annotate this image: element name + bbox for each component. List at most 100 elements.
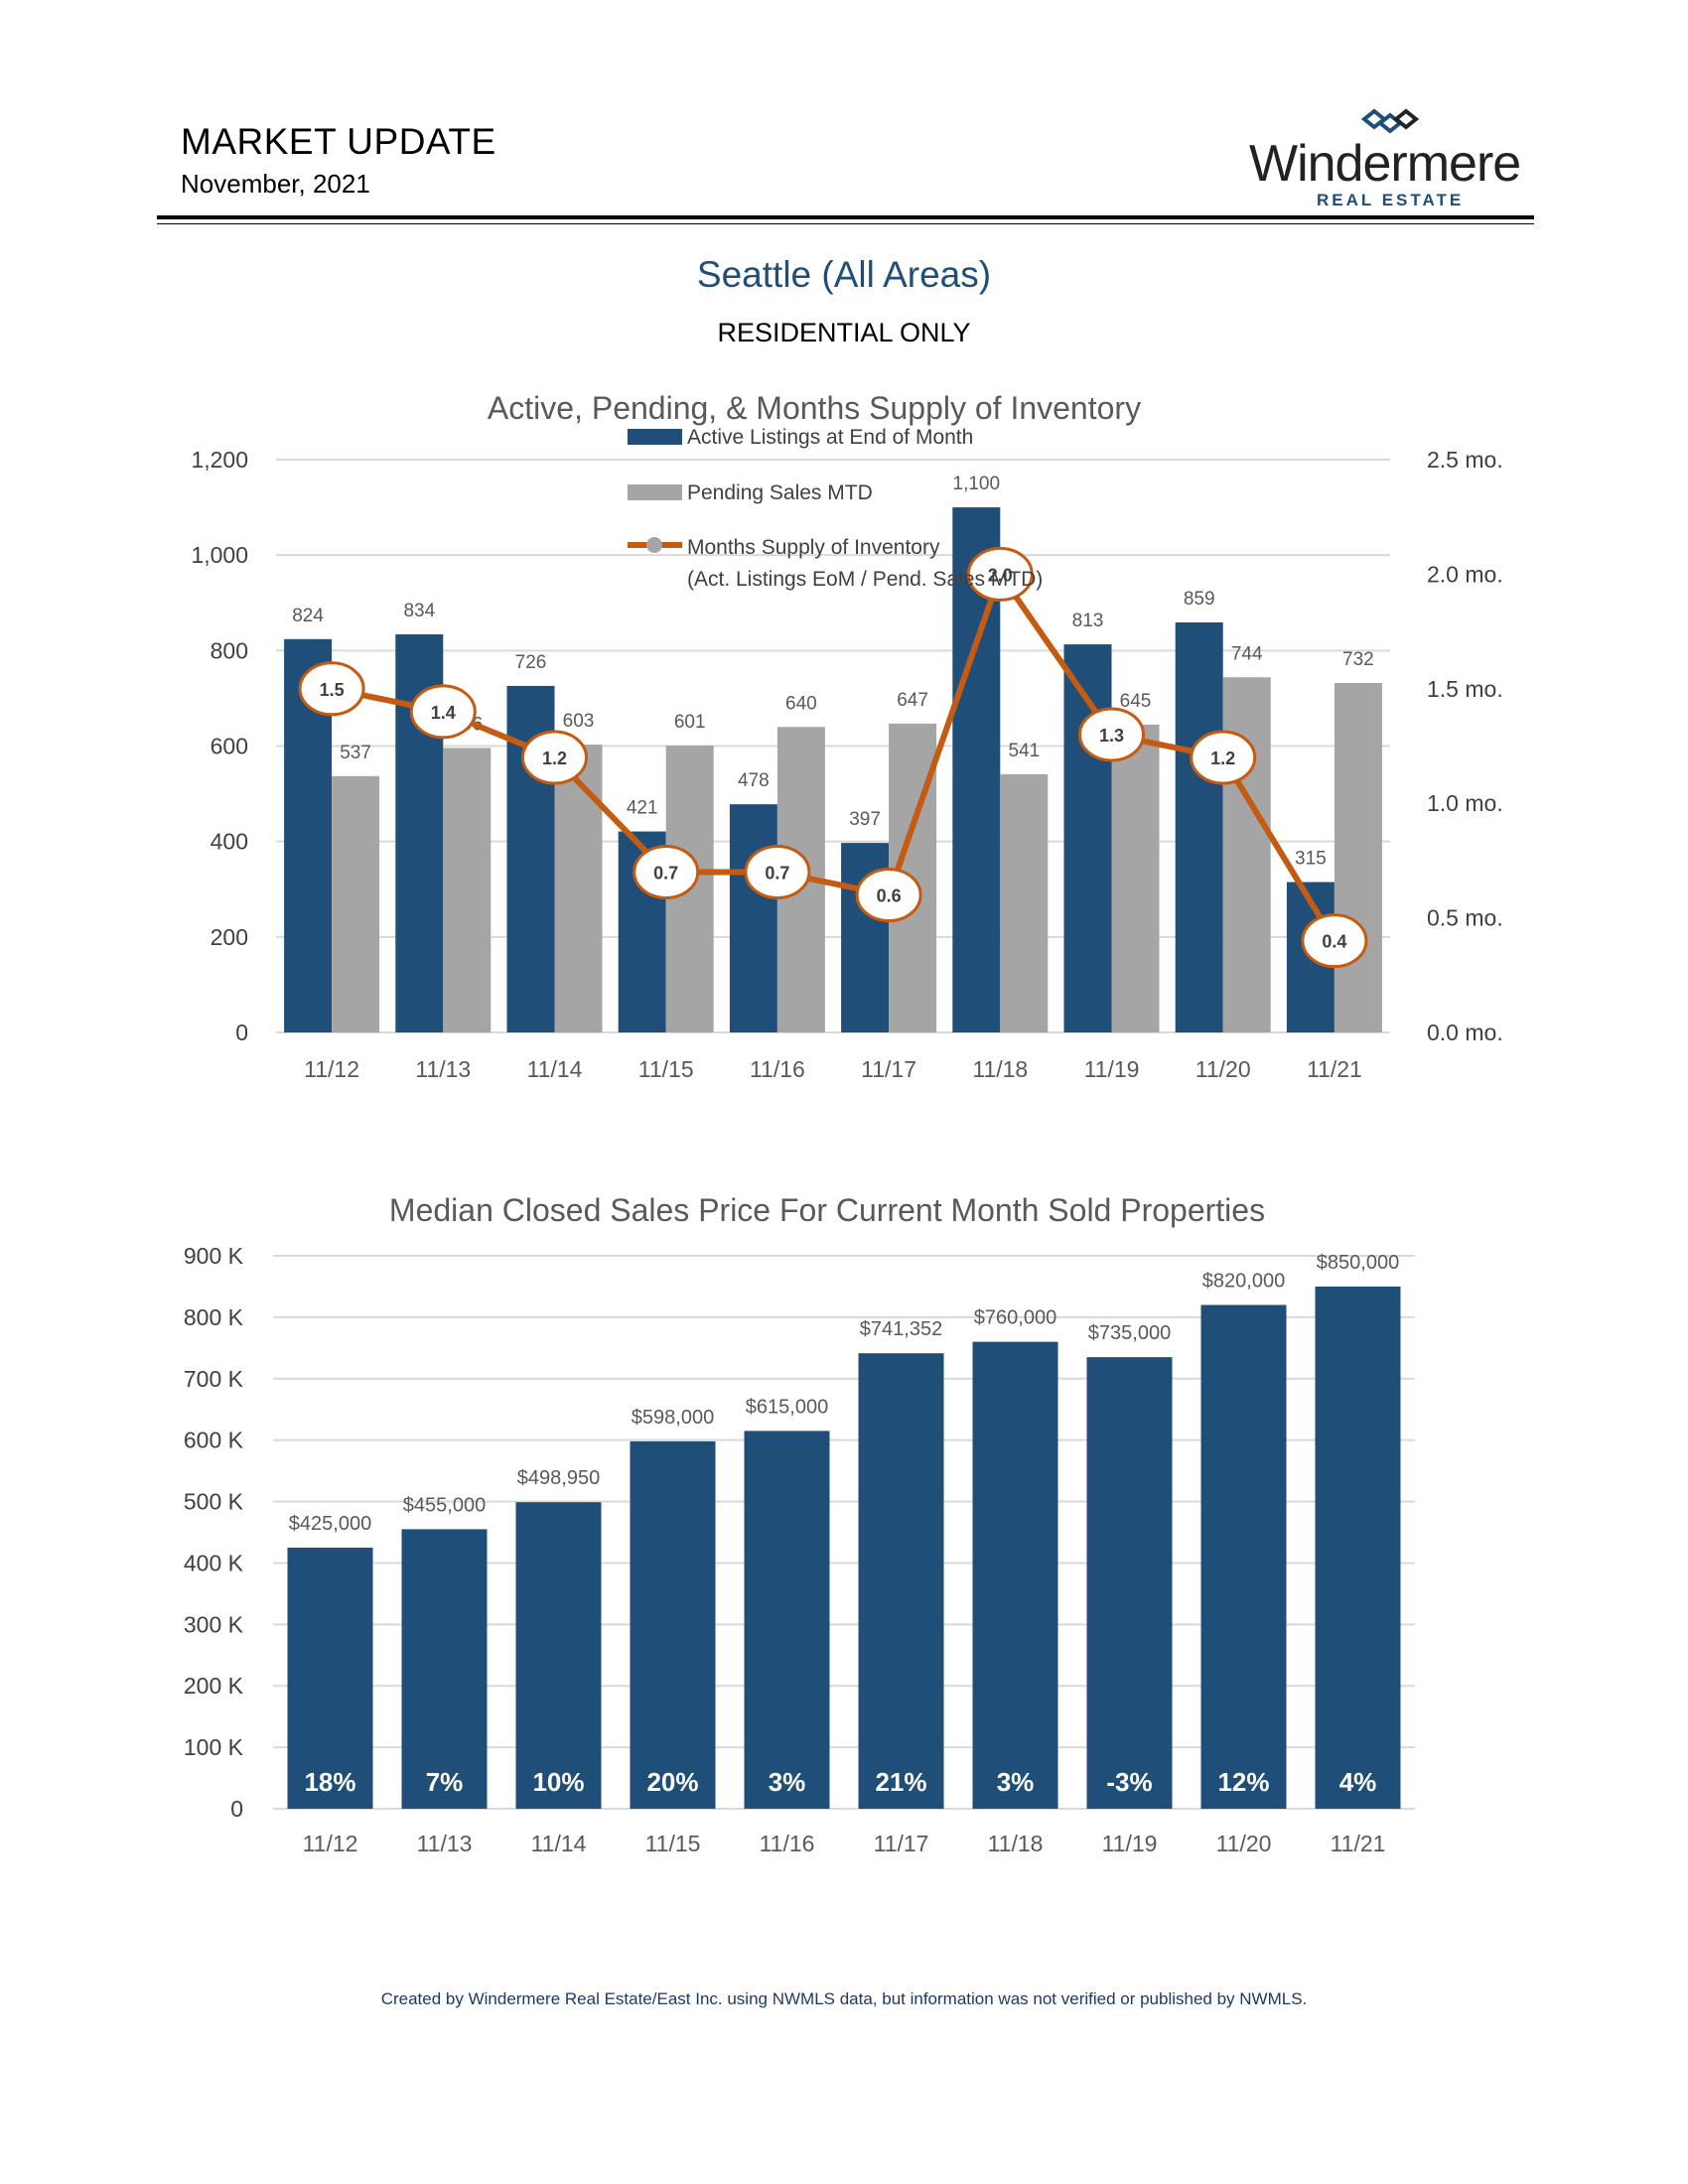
median-price-chart: Median Closed Sales Price For Current Mo… xyxy=(184,1192,1415,1856)
median-price-chart-y-axis: 0 100 K 200 K 300 K 400 K 500 K 600 K 700 K 800 … xyxy=(184,1243,244,1822)
pending-sales-bar xyxy=(1334,683,1382,1032)
median-price-data-label: $455,000 xyxy=(403,1494,486,1516)
median-price-data-label: $741,352 xyxy=(860,1318,942,1340)
active-listings-data-label: 813 xyxy=(1072,611,1104,631)
median-price-chart-bars: $425,000 18% $455,000 7% $498,950 10% $598,000… xyxy=(287,1252,1401,1809)
y-tick-label: 800 K xyxy=(184,1304,244,1330)
x-tick-label: 11/21 xyxy=(1331,1831,1386,1856)
x-tick-label: 11/12 xyxy=(304,1056,359,1082)
inventory-chart-title: Active, Pending, & Months Supply of Inve… xyxy=(488,390,1141,426)
x-tick-label: 11/12 xyxy=(303,1831,358,1856)
months-supply-data-label: 1.5 xyxy=(320,680,345,700)
active-listings-data-label: 397 xyxy=(849,809,881,830)
y-tick-label: 500 K xyxy=(184,1489,244,1515)
x-tick-label: 11/21 xyxy=(1307,1056,1362,1082)
median-price-chart-title: Median Closed Sales Price For Current Mo… xyxy=(389,1192,1265,1228)
y-tick-label: 0 xyxy=(230,1796,243,1822)
inventory-chart-y-right-axis: 0.0 mo. 0.5 mo. 1.0 mo. 1.5 mo. 2.0 mo. 2.5 m… xyxy=(1427,447,1503,1045)
active-listings-bar xyxy=(1175,621,1223,1032)
yoy-change-label: 20% xyxy=(646,1767,698,1797)
inventory-chart-supply-line: 1.5 1.4 1.2 0.7 0.7 0.6 2.0 1.3 1.2 0.4 xyxy=(298,546,1368,969)
yoy-change-label: 7% xyxy=(426,1767,464,1797)
logo-subtitle: REAL ESTATE xyxy=(1317,191,1465,209)
months-supply-marker xyxy=(744,844,811,899)
pending-sales-data-label: 744 xyxy=(1231,643,1263,664)
inventory-chart-x-axis: 11/12 11/13 11/14 11/15 11/16 11/17 11/18 11/19… xyxy=(304,1056,1362,1082)
y-right-tick-label: 2.0 mo. xyxy=(1427,561,1503,587)
months-supply-marker xyxy=(966,546,1034,602)
median-price-bar xyxy=(858,1353,944,1809)
pending-sales-data-label: 647 xyxy=(897,690,928,711)
pending-sales-data-label: 537 xyxy=(340,743,371,763)
yoy-change-label: 4% xyxy=(1339,1767,1377,1797)
legend-swatch-active xyxy=(628,429,682,445)
yoy-change-label: 3% xyxy=(769,1767,806,1797)
pending-sales-data-label: 640 xyxy=(785,693,817,714)
x-tick-label: 11/13 xyxy=(417,1831,473,1856)
median-price-bar xyxy=(515,1502,602,1809)
pending-sales-data-label: 645 xyxy=(1120,691,1152,712)
legend-label-supply-formula: (Act. Listings EoM / Pend. Sales MTD) xyxy=(687,568,1043,591)
months-supply-marker xyxy=(409,684,477,740)
y-tick-label: 700 K xyxy=(184,1366,244,1392)
active-listings-data-label: 834 xyxy=(403,601,435,621)
x-tick-label: 11/19 xyxy=(1102,1831,1158,1856)
y-right-tick-label: 0.0 mo. xyxy=(1427,1020,1503,1045)
median-price-chart-x-axis: 11/12 11/13 11/14 11/15 11/16 11/17 11/18 11/19… xyxy=(303,1831,1386,1856)
y-left-tick-label: 200 xyxy=(211,924,248,950)
median-price-data-label: $498,950 xyxy=(517,1467,600,1489)
yoy-change-label: 10% xyxy=(532,1767,584,1797)
median-price-data-label: $598,000 xyxy=(632,1407,714,1429)
y-tick-label: 900 K xyxy=(184,1243,244,1269)
x-tick-label: 11/20 xyxy=(1196,1056,1251,1082)
months-supply-marker xyxy=(521,730,588,785)
pending-sales-bar xyxy=(332,775,380,1032)
months-supply-data-label: 0.7 xyxy=(653,863,678,883)
active-listings-bar xyxy=(729,804,777,1032)
inventory-chart-legend: Active Listings at End of Month Pending … xyxy=(628,426,1043,591)
y-left-tick-label: 800 xyxy=(211,637,248,663)
months-supply-line xyxy=(331,567,1337,943)
median-price-data-label: $820,000 xyxy=(1202,1271,1285,1293)
x-tick-label: 11/13 xyxy=(415,1056,471,1082)
report-date: November, 2021 xyxy=(181,169,370,199)
legend-swatch-supply-marker xyxy=(646,537,662,553)
y-tick-label: 600 K xyxy=(184,1428,244,1453)
median-price-bar xyxy=(1315,1286,1401,1809)
months-supply-marker xyxy=(1190,730,1257,785)
months-supply-marker xyxy=(633,844,700,899)
y-left-tick-label: 1,200 xyxy=(191,447,248,473)
x-tick-label: 11/14 xyxy=(527,1056,583,1082)
yoy-change-label: 12% xyxy=(1217,1767,1269,1797)
yoy-change-label: 18% xyxy=(304,1767,355,1797)
active-listings-data-label: 726 xyxy=(515,652,547,673)
median-price-data-label: $735,000 xyxy=(1088,1322,1171,1344)
y-tick-label: 100 K xyxy=(184,1734,244,1760)
y-left-tick-label: 600 xyxy=(211,734,248,759)
x-tick-label: 11/16 xyxy=(750,1056,805,1082)
pending-sales-data-label: 601 xyxy=(674,712,706,733)
legend-label-supply: Months Supply of Inventory xyxy=(687,536,940,559)
x-tick-label: 11/17 xyxy=(861,1056,916,1082)
median-price-bar xyxy=(1200,1304,1287,1809)
months-supply-data-label: 1.4 xyxy=(431,703,456,723)
months-supply-data-label: 1.2 xyxy=(1210,749,1235,768)
x-tick-label: 11/15 xyxy=(638,1056,694,1082)
y-left-tick-label: 1,000 xyxy=(191,542,248,568)
logo-wordmark: Windermere xyxy=(1249,135,1521,193)
pending-sales-bar xyxy=(1111,724,1160,1032)
median-price-bar xyxy=(972,1341,1058,1809)
area-subtitle: RESIDENTIAL ONLY xyxy=(717,318,971,347)
header-divider xyxy=(157,215,1534,219)
page-title: MARKET UPDATE xyxy=(181,121,496,162)
pending-sales-data-label: 732 xyxy=(1342,649,1374,670)
yoy-change-label: 3% xyxy=(997,1767,1035,1797)
pending-sales-bar xyxy=(443,748,492,1032)
inventory-chart: Active, Pending, & Months Supply of Inve… xyxy=(191,390,1503,1082)
active-listings-data-label: 859 xyxy=(1184,589,1215,610)
footer-disclaimer: Created by Windermere Real Estate/East I… xyxy=(380,1989,1308,2008)
months-supply-marker xyxy=(1078,707,1145,762)
months-supply-marker xyxy=(1301,913,1368,969)
active-listings-data-label: 421 xyxy=(627,798,658,819)
y-tick-label: 400 K xyxy=(184,1550,244,1575)
